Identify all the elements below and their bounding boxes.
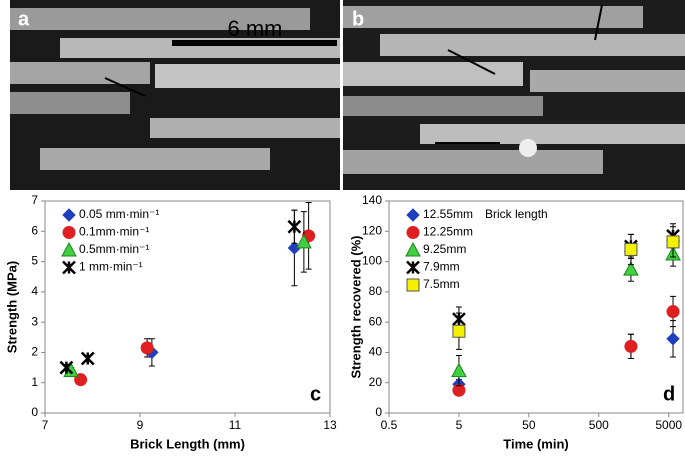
photo-label: b	[352, 8, 364, 30]
legend-title: Brick length	[485, 207, 548, 221]
legend-label: 0.5mm·min⁻¹	[79, 242, 149, 256]
brick	[343, 150, 603, 174]
brick	[150, 118, 340, 138]
y-tick-label: 2	[31, 345, 38, 359]
legend-marker	[62, 260, 76, 275]
plot-area	[44, 200, 331, 414]
panel-label: d	[663, 383, 675, 405]
marker	[451, 362, 467, 378]
legend-label: 9.25mm	[423, 242, 466, 256]
y-tick-label: 5	[31, 254, 38, 268]
legend-label: 0.1mm·min⁻¹	[79, 225, 149, 239]
y-tick-label: 7	[31, 193, 38, 207]
x-tick-label: 5000	[655, 418, 682, 432]
photo-a: a 6 mm	[10, 0, 340, 190]
marker	[287, 219, 302, 234]
scale-label: 6 mm	[228, 16, 283, 41]
marker	[452, 324, 466, 338]
brick	[10, 62, 150, 84]
marker	[624, 339, 638, 353]
x-tick-label: 5	[456, 418, 463, 432]
plot-area	[388, 200, 684, 414]
y-tick-label: 80	[369, 284, 383, 298]
y-tick-label: 120	[362, 223, 382, 237]
legend-marker	[406, 260, 420, 275]
y-tick-label: 140	[362, 193, 382, 207]
y-tick-label: 0	[375, 405, 382, 419]
marker	[666, 235, 680, 249]
marker	[80, 351, 95, 366]
legend-label: 0.05 mm·min⁻¹	[79, 207, 159, 221]
y-tick-label: 3	[31, 314, 38, 328]
y-tick-label: 4	[31, 284, 38, 298]
y-tick-label: 6	[31, 223, 38, 237]
x-tick-label: 0.5	[381, 418, 398, 432]
brick	[343, 6, 643, 28]
brick	[10, 8, 310, 30]
y-tick-label: 1	[31, 375, 38, 389]
photo-b: b	[343, 0, 685, 190]
brick	[10, 92, 130, 114]
marker	[666, 305, 680, 319]
legend-label: 1 mm·min⁻¹	[79, 260, 143, 274]
x-tick-label: 9	[137, 418, 144, 432]
legend-marker	[61, 241, 77, 257]
arrow	[594, 4, 603, 41]
legend-marker	[406, 278, 420, 292]
legend-marker	[62, 226, 76, 239]
marker	[624, 242, 638, 256]
marker	[59, 360, 74, 375]
y-tick-label: 20	[369, 375, 383, 389]
brick	[40, 148, 270, 170]
legend-marker	[62, 208, 76, 222]
scale-bar	[172, 40, 337, 46]
x-axis-title: Time (min)	[503, 436, 569, 451]
y-tick-label: 100	[362, 254, 382, 268]
brick	[155, 64, 340, 88]
x-tick-label: 50	[522, 418, 536, 432]
y-axis-title: Strength recovered (%)	[348, 235, 363, 378]
arrow	[447, 49, 496, 75]
x-tick-label: 500	[589, 418, 609, 432]
legend-marker	[405, 241, 421, 257]
x-tick-label: 13	[323, 418, 337, 432]
bubble	[519, 139, 537, 157]
photo-label: a	[18, 8, 30, 30]
marker	[623, 261, 639, 276]
y-axis-title: Strength (MPa)	[4, 261, 19, 353]
legend-marker	[406, 226, 420, 239]
legend-label: 7.5mm	[423, 277, 460, 291]
legend-label: 12.55mm	[423, 207, 473, 221]
y-tick-label: 60	[369, 314, 383, 328]
y-tick-label: 0	[31, 405, 38, 419]
brick	[343, 96, 543, 116]
x-tick-label: 7	[42, 418, 49, 432]
arrow	[104, 77, 146, 97]
marker	[296, 233, 312, 249]
brick	[420, 124, 685, 144]
marker	[140, 341, 154, 355]
x-tick-label: 11	[229, 418, 242, 432]
legend-marker	[406, 208, 420, 222]
panel-label: c	[310, 383, 321, 405]
brick	[530, 70, 685, 92]
marker	[666, 332, 680, 346]
brick	[380, 34, 685, 56]
x-axis-title: Brick Length (mm)	[130, 436, 245, 451]
legend-label: 12.25mm	[423, 225, 473, 239]
brick	[343, 62, 523, 86]
y-tick-label: 40	[369, 345, 383, 359]
legend-label: 7.9mm	[423, 260, 460, 274]
